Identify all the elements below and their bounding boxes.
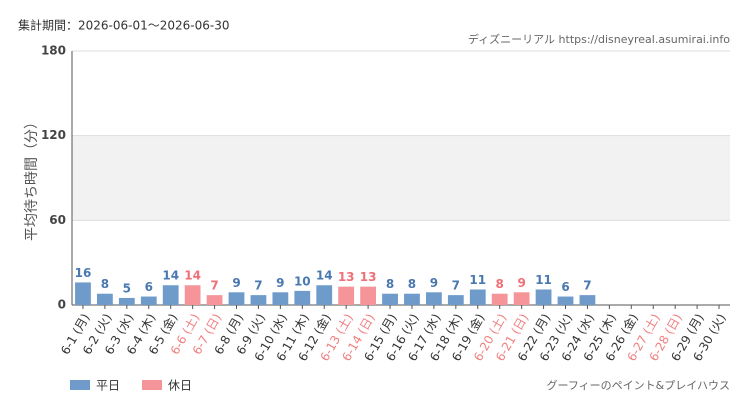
bar xyxy=(426,292,442,305)
data-label: 9 xyxy=(232,276,240,290)
data-label: 14 xyxy=(316,269,333,283)
y-tick-label: 60 xyxy=(49,213,66,227)
data-label: 13 xyxy=(338,270,355,284)
data-label: 14 xyxy=(184,269,201,283)
data-label: 8 xyxy=(496,277,504,291)
legend-label: 平日 xyxy=(96,379,120,393)
source: ディズニーリアル https://disneyreal.asumirai.inf… xyxy=(468,32,730,46)
bar xyxy=(382,293,398,305)
bar xyxy=(557,296,574,305)
data-label: 13 xyxy=(360,270,377,284)
bar xyxy=(228,292,245,305)
data-label: 8 xyxy=(386,277,394,291)
legend-swatch xyxy=(142,380,162,390)
legend-label: 休日 xyxy=(168,379,192,393)
data-label: 7 xyxy=(583,279,591,293)
data-label: 16 xyxy=(75,266,92,280)
legend-swatch xyxy=(70,380,90,390)
bar xyxy=(316,285,333,305)
data-label: 8 xyxy=(408,277,416,291)
bar xyxy=(404,293,420,305)
bar xyxy=(338,286,355,305)
data-label: 7 xyxy=(210,279,218,293)
y-tick-label: 0 xyxy=(58,298,66,312)
data-label: 7 xyxy=(452,279,460,293)
data-label: 9 xyxy=(430,276,438,290)
data-label: 7 xyxy=(254,279,262,293)
bar xyxy=(491,293,508,305)
data-label: 6 xyxy=(145,280,153,294)
data-label: 5 xyxy=(123,281,131,295)
bar xyxy=(360,286,376,305)
bar xyxy=(118,297,135,305)
bar xyxy=(162,285,179,305)
data-label: 10 xyxy=(294,274,311,288)
data-label: 11 xyxy=(535,273,552,287)
y-tick-label: 120 xyxy=(41,128,66,142)
bar xyxy=(579,295,596,305)
bar xyxy=(272,292,289,305)
bar xyxy=(513,292,530,305)
bar xyxy=(184,285,201,305)
chart-title: 集計期間：2026-06-01〜2026-06-30 xyxy=(18,18,229,33)
y-axis-label: 平均待ち時間（分） xyxy=(24,115,40,241)
y-tick-label: 180 xyxy=(41,44,66,58)
bar xyxy=(294,290,311,305)
data-label: 14 xyxy=(162,269,179,283)
data-label: 8 xyxy=(101,277,109,291)
grid-band xyxy=(72,135,730,221)
bar xyxy=(206,295,223,305)
footer: グーフィーのペイント&プレイハウス xyxy=(547,378,730,392)
bar xyxy=(469,289,486,305)
data-label: 6 xyxy=(561,280,569,294)
data-label: 9 xyxy=(517,276,525,290)
bar xyxy=(140,296,157,305)
bar xyxy=(447,295,464,305)
bar xyxy=(75,282,91,305)
bar xyxy=(97,293,113,305)
data-label: 11 xyxy=(469,273,486,287)
data-label: 9 xyxy=(276,276,284,290)
bar xyxy=(535,289,552,305)
bar xyxy=(250,295,267,305)
